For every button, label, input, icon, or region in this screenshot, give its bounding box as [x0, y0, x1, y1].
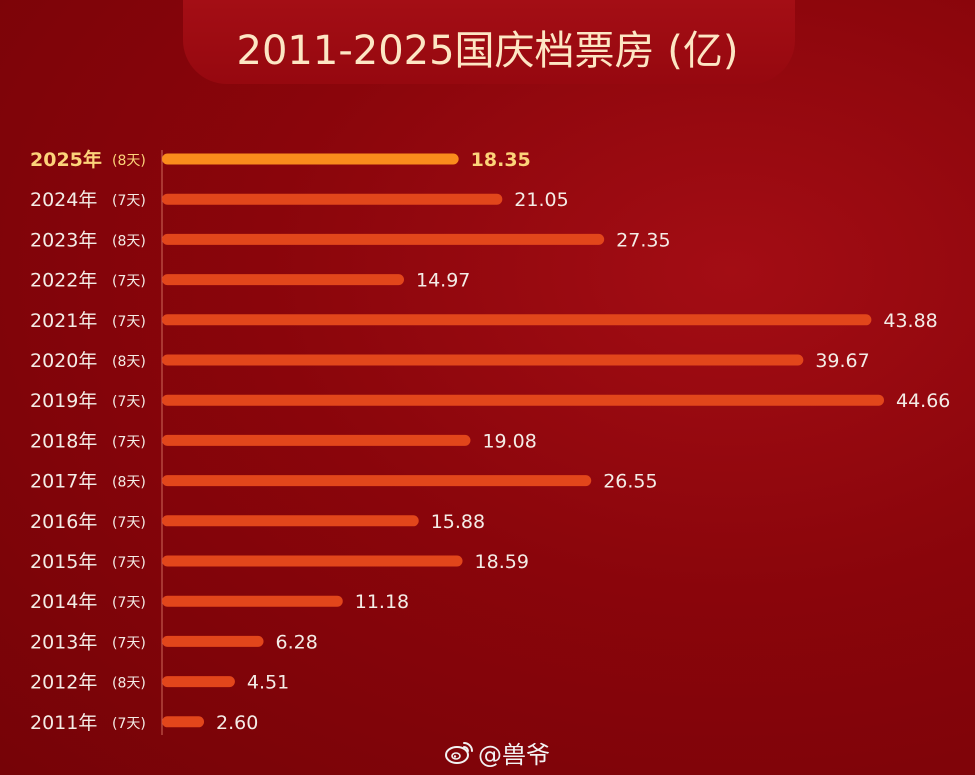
bar — [162, 153, 459, 165]
duration-label: (7天) — [112, 434, 146, 450]
y-tick-label: 2014年 — [30, 591, 97, 613]
y-tick-label: 2015年 — [30, 551, 97, 573]
duration-label: (8天) — [112, 354, 146, 370]
bar — [162, 434, 471, 446]
duration-label: (7天) — [112, 635, 146, 651]
y-tick-label: 2022年 — [30, 270, 97, 292]
bar — [162, 394, 884, 406]
duration-label: (8天) — [112, 153, 146, 169]
duration-label: (8天) — [112, 233, 146, 249]
bar — [162, 555, 463, 567]
y-tick-label: 2013年 — [30, 631, 97, 653]
y-tick-label: 2017年 — [30, 471, 97, 493]
duration-label: (7天) — [112, 314, 146, 330]
data-label: 44.66 — [896, 390, 950, 412]
y-tick-label: 2019年 — [30, 390, 97, 412]
data-label: 11.18 — [355, 591, 409, 613]
bar — [162, 233, 605, 245]
data-label: 43.88 — [883, 310, 937, 332]
y-tick-label: 2025年 — [30, 148, 102, 171]
duration-label: (7天) — [112, 394, 146, 410]
data-label: 6.28 — [276, 631, 318, 653]
y-tick-label: 2016年 — [30, 511, 97, 533]
title-banner — [183, 0, 795, 84]
duration-label: (8天) — [112, 475, 146, 491]
bar — [162, 354, 804, 366]
bar — [162, 595, 343, 607]
duration-label: (7天) — [112, 716, 146, 732]
data-label: 27.35 — [616, 229, 670, 251]
data-label: 18.59 — [475, 551, 529, 573]
bar — [162, 515, 419, 527]
bar — [162, 716, 205, 728]
y-tick-label: 2023年 — [30, 229, 97, 251]
bar — [162, 314, 872, 326]
watermark-handle: @兽爷 — [478, 740, 550, 769]
data-label: 18.35 — [471, 149, 531, 171]
watermark: @兽爷 — [444, 736, 550, 769]
data-label: 39.67 — [815, 350, 869, 372]
data-label: 26.55 — [603, 471, 657, 493]
bar — [162, 676, 235, 688]
data-label: 2.60 — [216, 712, 258, 734]
data-label: 14.97 — [416, 270, 470, 292]
duration-label: (7天) — [112, 515, 146, 531]
bar — [162, 274, 405, 286]
y-tick-label: 2018年 — [30, 430, 97, 452]
duration-label: (7天) — [112, 274, 146, 290]
weibo-icon — [445, 742, 473, 764]
data-label: 21.05 — [514, 189, 568, 211]
duration-label: (7天) — [112, 193, 146, 209]
data-label: 15.88 — [431, 511, 485, 533]
bar — [162, 193, 503, 205]
bar — [162, 475, 592, 487]
chart-title: 2011-2025国庆档票房 (亿) — [236, 28, 739, 74]
bar — [162, 635, 264, 647]
duration-label: (8天) — [112, 676, 146, 692]
data-label: 19.08 — [482, 430, 536, 452]
y-tick-label: 2024年 — [30, 189, 97, 211]
y-tick-label: 2020年 — [30, 350, 97, 372]
y-tick-label: 2011年 — [30, 712, 97, 734]
duration-label: (7天) — [112, 595, 146, 611]
y-tick-label: 2012年 — [30, 672, 97, 694]
data-label: 4.51 — [247, 672, 289, 694]
duration-label: (7天) — [112, 555, 146, 571]
y-tick-label: 2021年 — [30, 310, 97, 332]
